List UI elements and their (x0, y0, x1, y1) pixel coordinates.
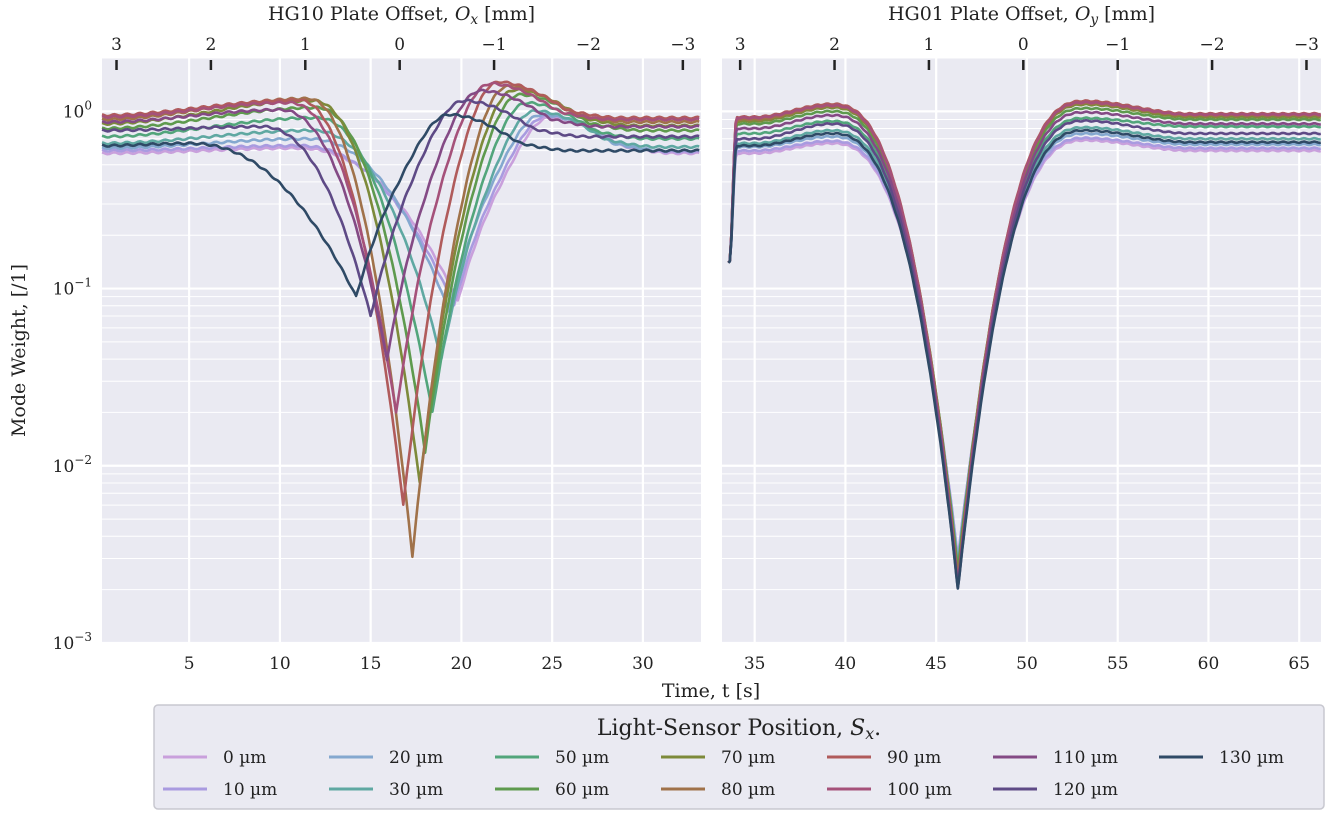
x-tick-label: 35 (744, 654, 766, 674)
series-line-hg10 (101, 87, 700, 484)
legend-box (153, 704, 1325, 810)
legend-label: 50 µm (555, 748, 609, 768)
series-line-hg10 (101, 80, 700, 506)
top-tick-label: −3 (1294, 35, 1319, 55)
legend-label: 100 µm (887, 780, 952, 800)
legend-label: 30 µm (389, 780, 443, 800)
series-line-hg10 (101, 98, 700, 318)
legend-label: 80 µm (721, 780, 775, 800)
x-tick-label: 30 (632, 654, 654, 674)
legend-label: 60 µm (555, 780, 609, 800)
series-line-hg01 (727, 100, 1321, 586)
legend-label: 110 µm (1053, 748, 1118, 768)
legend-label: 120 µm (1053, 780, 1118, 800)
y-axis-label: Mode Weight, [/1] (8, 264, 30, 437)
y-tick-label: 10−3 (53, 630, 92, 654)
series-line-hg01 (727, 128, 1321, 590)
top-tick-label: 0 (394, 35, 405, 55)
y-tick-label: 10−1 (53, 276, 92, 300)
top-tick-label: 2 (829, 35, 840, 55)
top-tick-label: 0 (1018, 35, 1029, 55)
series-line-hg10 (101, 81, 700, 414)
legend-label: 90 µm (887, 748, 941, 768)
top-tick-label: −1 (482, 35, 507, 55)
panel-title: HG01 Plate Offset, Oy​ [mm] (888, 3, 1155, 28)
x-tick-label: 45 (925, 654, 947, 674)
legend-label: 20 µm (389, 748, 443, 768)
plot-area (722, 58, 1321, 643)
top-tick-label: 3 (111, 35, 122, 55)
legend-label: 70 µm (721, 748, 775, 768)
top-tick-label: −2 (1200, 35, 1225, 55)
legend: 0 µm 10 µm 20 µm 30 µm 50 µm 60 µm 70 µm 80 µm 9… (153, 704, 1325, 810)
x-tick-label: 25 (541, 654, 563, 674)
top-tick-label: −1 (1105, 35, 1130, 55)
curve-layer (101, 80, 1321, 590)
x-tick-label: 40 (835, 654, 857, 674)
x-tick-label: 20 (451, 654, 473, 674)
x-axis-label: Time, t [s] (662, 680, 760, 702)
legend-label: 0 µm (223, 748, 266, 768)
series-line-hg01 (727, 119, 1321, 590)
top-tick-label: −3 (670, 35, 695, 55)
top-tick-label: 1 (924, 35, 935, 55)
series-line-hg10 (101, 88, 700, 362)
x-tick-label: 50 (1016, 654, 1038, 674)
top-tick-label: −2 (576, 35, 601, 55)
y-tick-label: 10−2 (53, 453, 92, 477)
x-tick-label: 10 (269, 654, 291, 674)
legend-title: Light-Sensor Position, Sx​. (597, 716, 881, 743)
x-tick-label: 55 (1107, 654, 1129, 674)
x-tick-label: 65 (1288, 654, 1310, 674)
top-tick-label: 1 (300, 35, 311, 55)
series-line-hg01 (727, 110, 1321, 586)
panel-hg01: 35 40 45 50 55 60 65 3 2 1 0 −1 −2 −3 (722, 35, 1321, 674)
x-tick-label: 15 (360, 654, 382, 674)
top-tick-label: 2 (205, 35, 216, 55)
top-tick-label: 3 (735, 35, 746, 55)
legend-label: 10 µm (223, 780, 277, 800)
x-tick-label: 60 (1198, 654, 1220, 674)
series-line-hg10 (101, 92, 700, 454)
x-tick-label: 5 (184, 654, 195, 674)
y-tick-label: 100 (63, 98, 92, 122)
series-line-hg10 (101, 112, 700, 298)
legend-label: 130 µm (1219, 748, 1284, 768)
panel-title: HG10 Plate Offset, Ox​ [mm] (268, 3, 535, 28)
